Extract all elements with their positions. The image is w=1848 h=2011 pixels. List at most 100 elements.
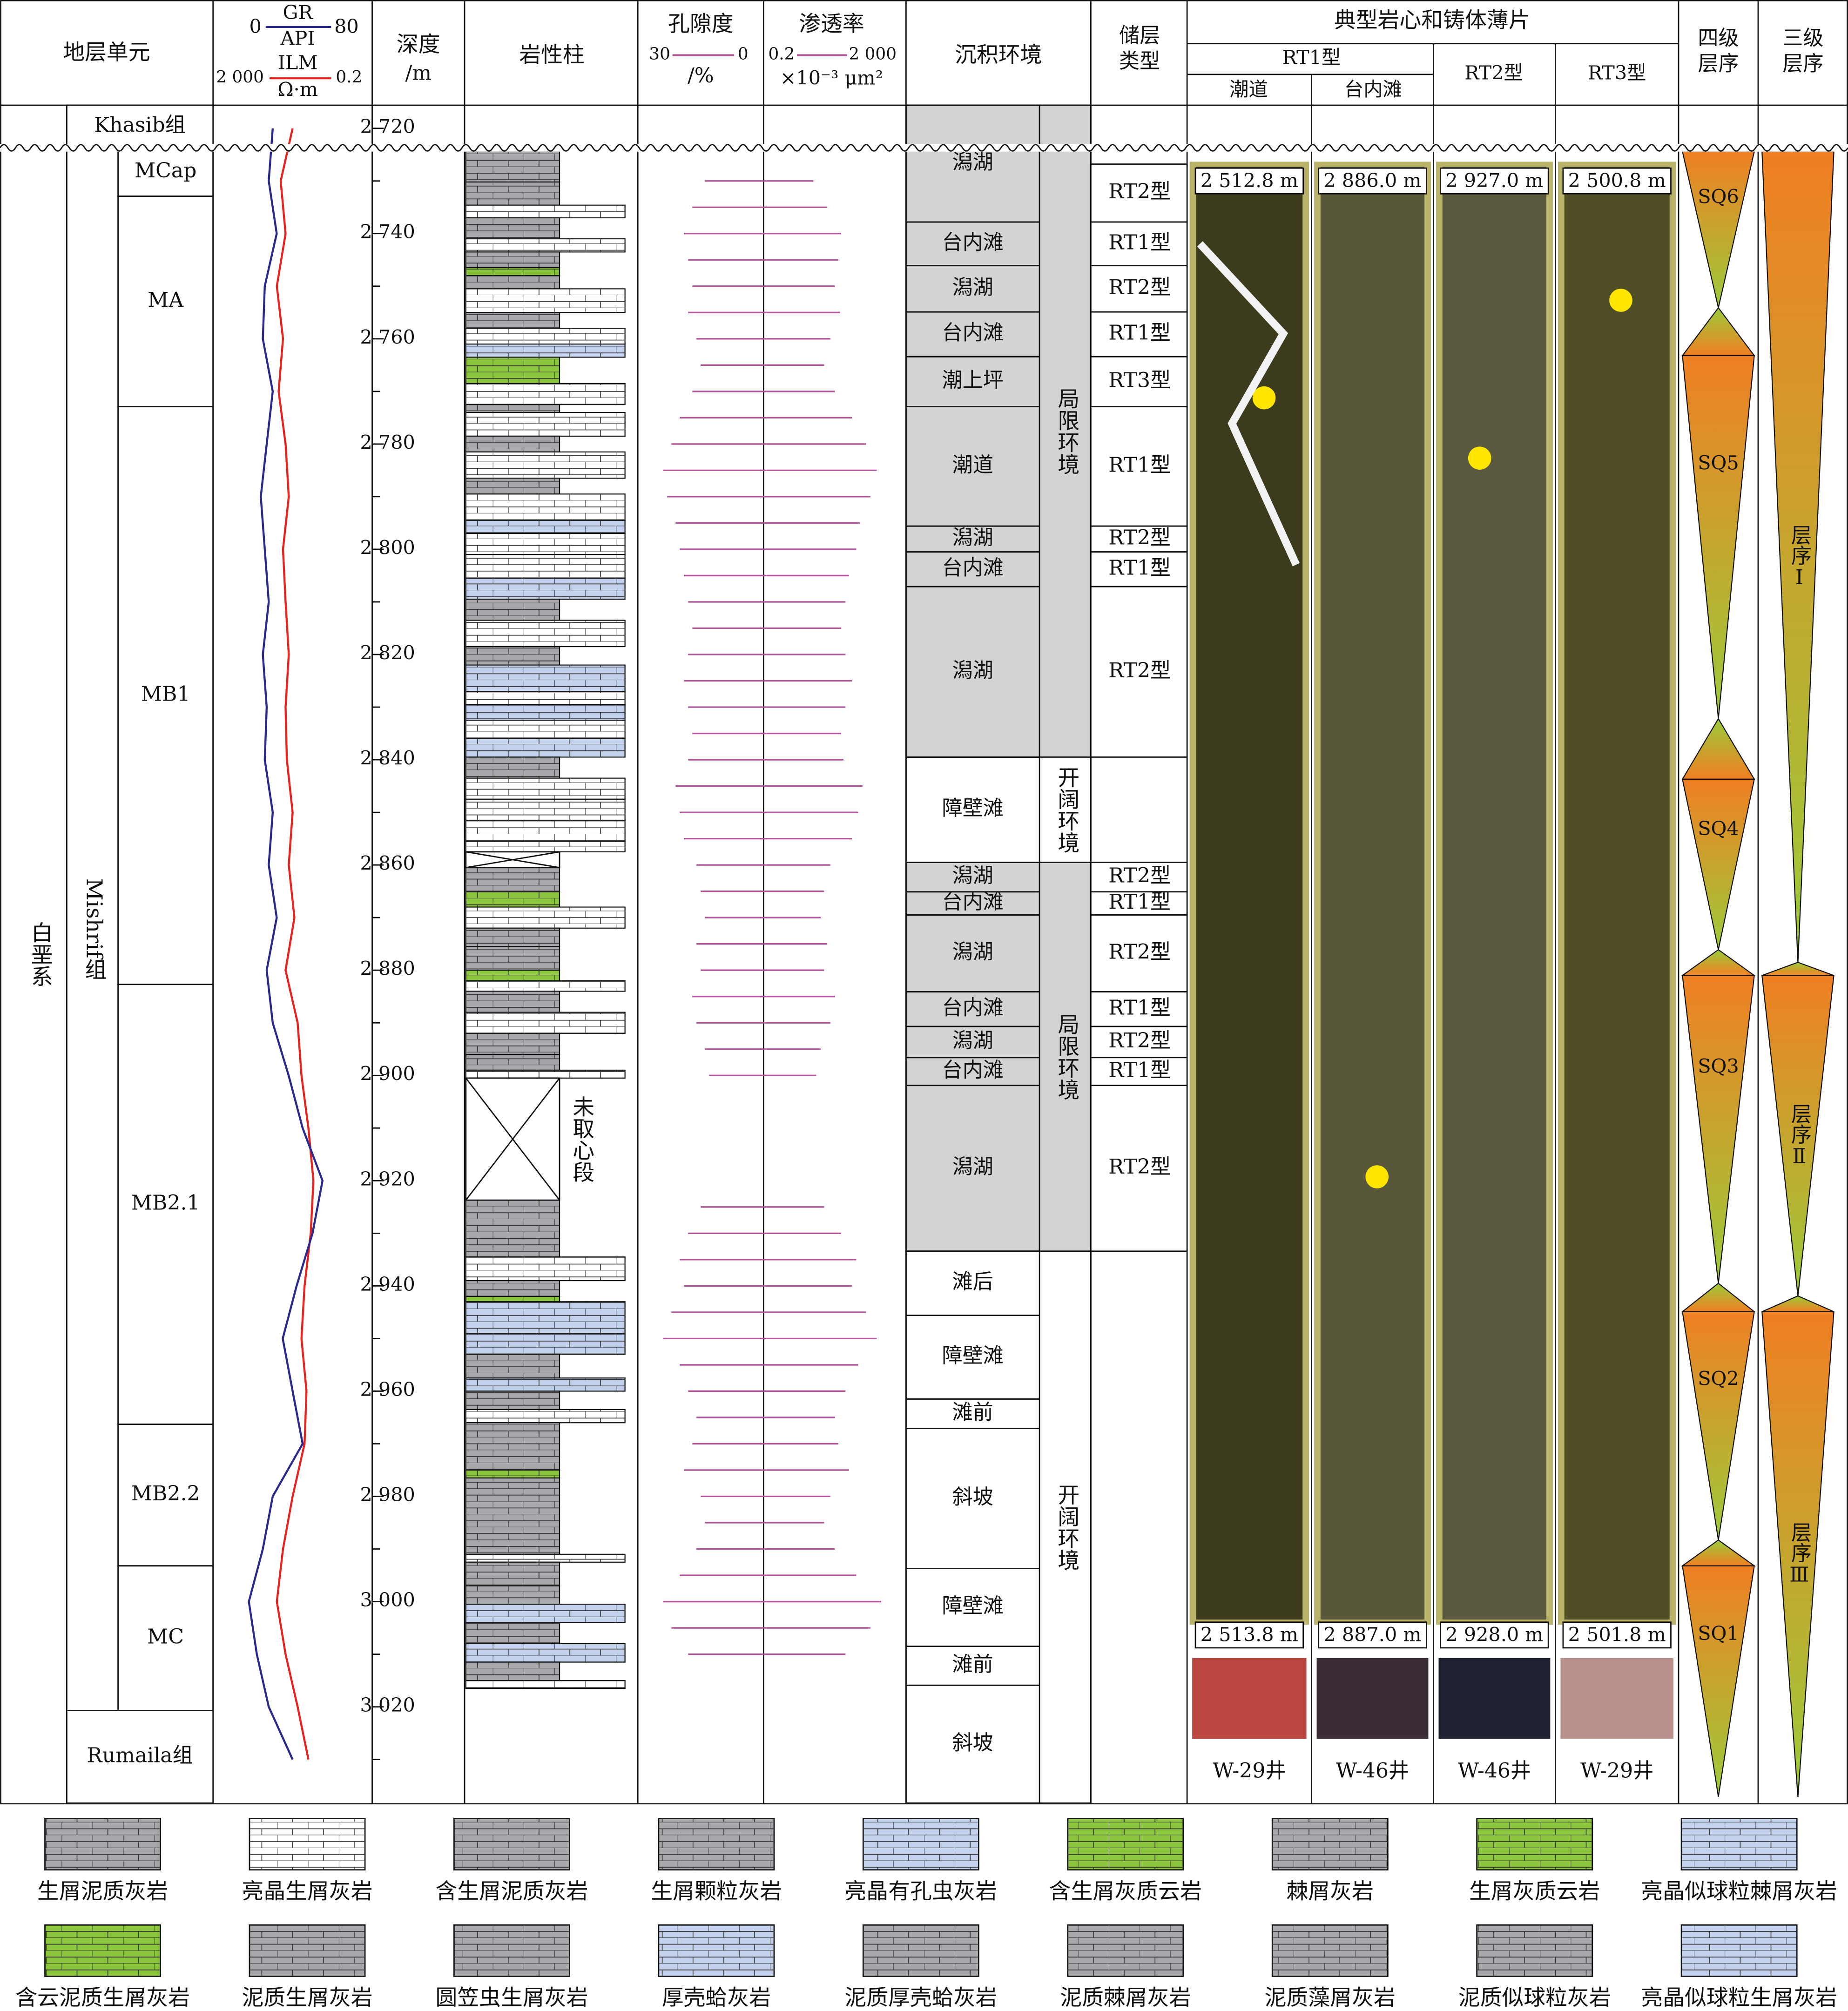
lithology-bed: [465, 1469, 560, 1479]
header-label: 三级层序: [1782, 26, 1824, 76]
lithology-bed: [465, 1377, 626, 1392]
lithology-bed: [465, 217, 560, 240]
lithology-bed: [465, 798, 626, 821]
header-label: 四级层序: [1698, 26, 1739, 76]
lithology-bed: [465, 1390, 560, 1410]
reservoir-label: RT1型: [1108, 996, 1171, 1019]
legend-texture: [249, 1925, 365, 1977]
reservoir-box: [1090, 1026, 1188, 1059]
header-label: 沉积环境: [955, 42, 1042, 67]
core-photo: [1442, 167, 1547, 1620]
header-label: 孔隙度: [668, 12, 734, 37]
sequence-fall: [1682, 355, 1755, 719]
legend-label: 泥质棘屑灰岩: [1060, 1985, 1191, 2011]
reservoir-label: RT2型: [1108, 1029, 1171, 1053]
core-marker: [1365, 1165, 1389, 1188]
uncored-cross: [465, 851, 560, 869]
environment-label: 台内滩: [942, 230, 1004, 254]
sequence-label: SQ1: [1698, 1622, 1739, 1645]
depth-tick-label: 3 000: [360, 1589, 415, 1611]
environment-label: 障壁滩: [942, 1344, 1004, 1368]
lithology-bed: [465, 946, 560, 971]
reservoir-box: [1090, 163, 1188, 223]
core-fracture: [1197, 241, 1300, 567]
formation-label: Rumaila组: [87, 1744, 193, 1768]
sequence-rise: [1681, 307, 1755, 357]
lithology-bed: [465, 204, 626, 218]
lithology-bed: [465, 891, 560, 908]
header-label: RT1型: [1282, 46, 1341, 68]
lithology-bed: [465, 533, 626, 555]
legend-texture: [1477, 1925, 1592, 1977]
legend-label: 棘屑灰岩: [1287, 1879, 1374, 1904]
core-top-depth: 2 512.8 m: [1201, 169, 1298, 192]
environment-label: 滩后: [952, 1270, 993, 1294]
legend-label: 厚壳蛤灰岩: [662, 1985, 771, 2011]
legend-texture: [1272, 1818, 1388, 1870]
core-top-depth: 2 500.8 m: [1568, 169, 1666, 192]
sequence-label: 层序Ⅰ: [1787, 525, 1811, 589]
sequence-fall: [1761, 975, 1835, 1296]
legend-texture: [454, 1925, 570, 1977]
depth-tick-label: 2 900: [360, 1063, 415, 1085]
header-label: 深度: [397, 32, 440, 57]
environment-label: 障壁滩: [942, 796, 1004, 820]
reservoir-box: [1090, 221, 1188, 267]
legend-label: 亮晶有孔虫灰岩: [844, 1879, 997, 1904]
environment-label: 潮上坪: [942, 368, 1004, 392]
environment-label: 滩前: [952, 1401, 993, 1424]
reservoir-label: RT2型: [1108, 180, 1171, 203]
legend-label: 生屑灰质云岩: [1469, 1879, 1600, 1904]
sequence-fall: [1681, 151, 1755, 308]
unit-label: MCap: [135, 159, 196, 182]
uncored-label: 未取心段: [569, 1095, 594, 1182]
reservoir-label: RT2型: [1108, 526, 1171, 549]
header-label: RT2型: [1464, 61, 1523, 84]
header-label: 地层单元: [63, 40, 150, 65]
environment-label: 台内滩: [942, 1058, 1004, 1082]
core-depth-box: [1440, 167, 1549, 195]
environment-group: [905, 1250, 1092, 1804]
lithology-bed: [465, 1032, 560, 1055]
depth-tick-label: 2 720: [360, 115, 415, 138]
environment-interval: [905, 1684, 1040, 1804]
lithology-bed: [465, 151, 560, 183]
header-box: 四级层序: [1698, 26, 1739, 76]
lithology-bed: [465, 288, 626, 313]
reservoir-label: RT1型: [1108, 230, 1171, 254]
header-label: 储层类型: [1119, 23, 1160, 74]
lithology-bed: [465, 599, 560, 621]
lithology-bed: [465, 383, 626, 405]
core-depth-box: [1562, 167, 1672, 195]
sequence-label: SQ6: [1698, 186, 1739, 208]
curve-unit: Ω·m: [277, 78, 318, 101]
axis-end: 2 000: [849, 45, 897, 64]
lithology-bed: [465, 704, 626, 721]
core-top-depth: 2 886.0 m: [1323, 169, 1421, 192]
thin-section: [1316, 1658, 1429, 1739]
reservoir-label: RT1型: [1108, 556, 1171, 580]
depth-tick-label: 2 920: [360, 1168, 415, 1190]
lithology-bed: [465, 867, 560, 892]
lithology-bed: [465, 238, 626, 253]
core-base-depth: 2 501.8 m: [1568, 1623, 1666, 1646]
environment-label: 台内滩: [942, 321, 1004, 345]
lithology-bed: [465, 927, 560, 947]
sequence-label: SQ5: [1698, 452, 1739, 474]
lithology-bed: [465, 1354, 560, 1379]
lithology-bed: [465, 1409, 626, 1424]
legend-texture: [454, 1818, 570, 1870]
legend-label: 泥质似球粒灰岩: [1458, 1985, 1611, 2011]
sequence-fall: [1681, 778, 1755, 950]
unit-label: MB2.2: [131, 1482, 200, 1505]
header-label: 渗透率: [799, 12, 864, 37]
uncored-cross: [465, 1078, 560, 1201]
header-label: /%: [688, 64, 714, 88]
lithology-bed: [465, 578, 626, 600]
legend-texture: [45, 1818, 161, 1870]
reservoir-box: [1090, 862, 1188, 893]
sequence-rise: [1680, 1539, 1756, 1566]
legend-texture: [863, 1818, 979, 1870]
reservoir-box: [1090, 914, 1188, 992]
environment-label: 潮道: [952, 453, 993, 477]
